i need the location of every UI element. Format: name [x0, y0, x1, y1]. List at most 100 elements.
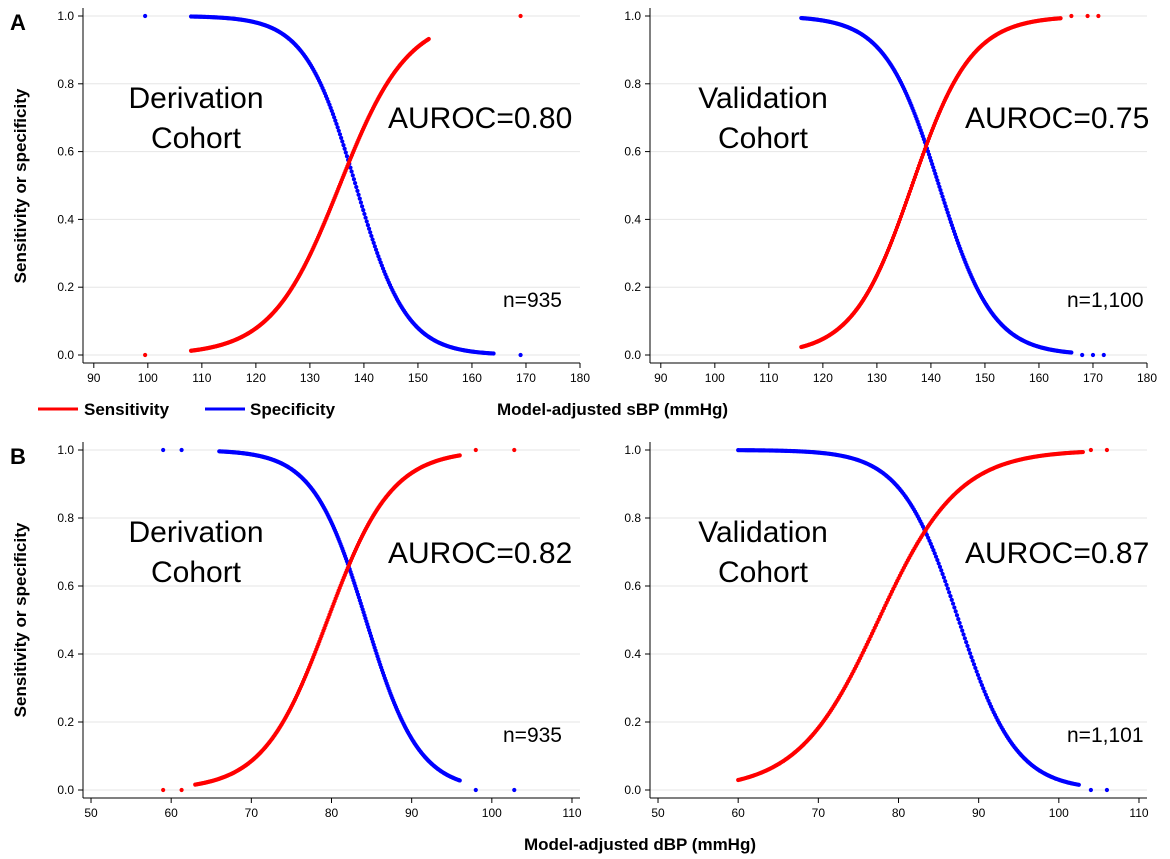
x-tick-label: 170 [516, 371, 536, 385]
sensitivity-series-outlier [1096, 13, 1101, 19]
specificity-series-outlier [1104, 787, 1110, 793]
x-tick-label: 100 [1049, 806, 1069, 820]
specificity-series-point [933, 554, 939, 559]
chart-panel-2: 0.0 0.2 0.4 0.6 0.8 1.0 90 100 110 120 130 140 150 16… [624, 8, 1157, 385]
specificity-series-point [372, 244, 377, 249]
cohort-label-line2: Cohort [151, 122, 242, 155]
specificity-series-point [979, 682, 985, 688]
y-tick-label: 1.0 [624, 443, 641, 457]
x-tick-label: 150 [408, 371, 428, 385]
specificity-series-point [343, 150, 348, 155]
specificity-series-outlier [512, 787, 517, 793]
sensitivity-series-outlier [473, 447, 478, 453]
y-axis-label-row-a: Sensitivity or specificity [11, 88, 30, 283]
specificity-series-point [941, 197, 946, 202]
specificity-series-point [943, 579, 948, 584]
specificity-series-point [957, 620, 962, 626]
x-tick-label: 110 [192, 371, 211, 385]
specificity-series-point [964, 640, 969, 645]
specificity-series-point [935, 557, 940, 563]
legend-sensitivity-label: Sensitivity [84, 400, 170, 419]
sample-size-label: n=935 [503, 724, 562, 747]
x-axis-label-row-a: Model-adjusted sBP (mmHg) [497, 400, 728, 419]
y-tick-label: 0.0 [57, 783, 74, 797]
specificity-series-point [365, 223, 370, 228]
y-tick-label: 0.8 [624, 77, 641, 91]
specificity-series-point [940, 194, 945, 199]
specificity-series-point [363, 215, 368, 220]
specificity-series [143, 13, 523, 358]
specificity-series-point [358, 200, 364, 205]
x-tick-label: 180 [1137, 371, 1157, 385]
specificity-series-point [944, 207, 949, 212]
x-tick-label: 50 [651, 806, 665, 820]
cohort-label-line2: Cohort [718, 556, 809, 589]
sensitivity-series-outlier [512, 447, 517, 453]
specificity-series-point [952, 605, 957, 610]
x-tick-label: 90 [654, 371, 668, 385]
x-tick-label: 110 [1129, 806, 1148, 820]
y-tick-label: 0.2 [57, 715, 74, 729]
x-tick-label: 100 [138, 371, 158, 385]
x-tick-label: 70 [245, 806, 259, 820]
x-tick-label: 90 [972, 806, 986, 820]
specificity-series-point [491, 351, 496, 356]
specificity-series-point [332, 115, 337, 120]
specificity-series-point [968, 651, 973, 656]
specificity-series-point [354, 184, 359, 190]
x-tick-label: 160 [462, 371, 482, 385]
specificity-series-point [334, 121, 339, 127]
auroc-label: AUROC=0.80 [388, 102, 572, 135]
x-tick-label: 140 [354, 371, 374, 385]
specificity-series-point [970, 658, 975, 663]
y-tick-label: 0.0 [624, 783, 641, 797]
specificity-series-point [965, 643, 970, 649]
y-tick-label: 0.6 [57, 145, 74, 159]
specificity-series-point [351, 177, 357, 182]
y-tick-label: 1.0 [624, 9, 641, 23]
x-tick-label: 100 [482, 806, 502, 820]
y-tick-label: 0.6 [624, 145, 641, 159]
specificity-series-point [939, 191, 944, 196]
specificity-series-point [339, 135, 344, 140]
specificity-series-point [350, 173, 355, 178]
specificity-series-point [344, 154, 350, 159]
specificity-series-point [373, 247, 379, 252]
specificity-series-point [943, 204, 948, 209]
specificity-series-point [457, 778, 462, 783]
specificity-series-point [934, 174, 939, 180]
specificity-series-point [340, 139, 345, 144]
specificity-series-point [946, 213, 951, 218]
chart-panel-1: 0.0 0.2 0.4 0.6 0.8 1.0 90 100 110 120 130 140 150 16… [57, 8, 590, 385]
specificity-series-point [371, 240, 376, 246]
specificity-series-point [941, 575, 947, 580]
specificity-series [799, 15, 1106, 358]
specificity-series-point [929, 158, 934, 163]
y-tick-label: 0.6 [57, 579, 74, 593]
cohort-label-line1: Derivation [128, 82, 263, 115]
x-tick-label: 130 [867, 371, 887, 385]
specificity-series-point [945, 586, 950, 591]
x-tick-label: 140 [921, 371, 941, 385]
specificity-series-point [949, 597, 954, 602]
sample-size-label: n=935 [503, 289, 562, 312]
specificity-series-point [1069, 350, 1074, 355]
specificity-series-point [971, 662, 977, 667]
sensitivity-series-outlier [1085, 13, 1090, 19]
x-tick-label: 60 [731, 806, 745, 820]
specificity-series-point [981, 686, 986, 691]
auroc-label: AUROC=0.82 [388, 537, 572, 570]
sensitivity-series-point [457, 453, 462, 458]
specificity-series-outlier [1090, 352, 1096, 358]
x-tick-label: 120 [813, 371, 833, 385]
sensitivity-series-outlier [1088, 447, 1093, 453]
specificity-series-point [937, 184, 942, 189]
specificity-series-point [375, 250, 380, 256]
specificity-series-point [960, 628, 965, 633]
y-tick-label: 0.4 [57, 647, 74, 661]
panel-label-a: A [10, 10, 26, 35]
sample-size-label: n=1,100 [1067, 289, 1144, 312]
specificity-series-point [939, 568, 944, 573]
sensitivity-series-outlier [1104, 447, 1110, 453]
